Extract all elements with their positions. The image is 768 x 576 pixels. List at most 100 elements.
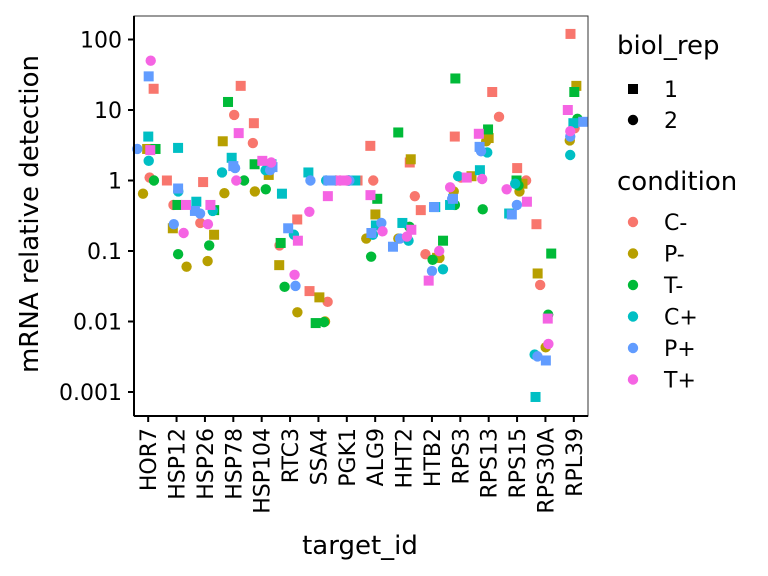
- point-rep1-T--RPS3: [450, 73, 461, 84]
- x-tick-label: HSP26: [194, 428, 219, 500]
- point-rep1-T+-RPS30A: [542, 313, 553, 324]
- point-rep1-T+-HHT2: [406, 224, 417, 235]
- y-tick-label: 100: [80, 29, 122, 54]
- x-tick-label: RPL39: [563, 428, 588, 497]
- point-rep1-T+-HOR7: [145, 145, 156, 156]
- y-axis-title: mRNA relative detection: [15, 55, 45, 373]
- point-rep2-P--RTC3: [292, 307, 303, 318]
- point-rep1-C--HSP78: [235, 80, 246, 91]
- point-rep2-T+-RPL39: [565, 126, 576, 137]
- point-rep1-P+-HSP12: [173, 183, 184, 194]
- x-tick-label: SSA4: [307, 428, 332, 485]
- legend-square-icon: [628, 84, 638, 94]
- point-rep2-T+-RTC3: [289, 269, 300, 280]
- point-rep1-C--RPS13: [487, 87, 498, 98]
- x-tick-label: HTB2: [421, 428, 446, 487]
- point-rep2-P+-HSP78: [229, 162, 241, 174]
- point-rep1-T+-PGK1: [335, 175, 346, 186]
- color-legend-label: C+: [664, 306, 698, 331]
- point-rep1-T--HSP78: [223, 96, 234, 107]
- point-rep1-P+-ALG9: [366, 228, 377, 239]
- legend-color-swatch: [627, 279, 639, 291]
- point-rep1-T--RPL39: [569, 87, 580, 98]
- x-tick-label: RPS3: [449, 428, 474, 485]
- point-rep1-T--HOR7: [150, 143, 161, 154]
- point-rep2-T--HOR7: [148, 175, 160, 186]
- color-legend-label: P-: [664, 243, 685, 268]
- point-rep1-P+-HTB2: [429, 202, 440, 213]
- point-rep2-T+-HSP78: [231, 175, 242, 186]
- point-rep1-C+-RPS13: [474, 165, 485, 176]
- point-rep1-P--ALG9: [370, 209, 381, 220]
- axes: 100 10 1 0.1 0.01 0.001 HOR7 HSP12 HSP26 HSP78 HSP…: [59, 15, 589, 514]
- data-points: [132, 28, 589, 402]
- point-rep1-C--RPS3: [449, 131, 460, 142]
- point-rep2-C--ALG9: [368, 175, 379, 186]
- point-rep1-P+-RTC3: [283, 223, 294, 234]
- point-rep1-P+-RPL39: [578, 116, 589, 127]
- point-rep2-T+-RPS3: [444, 182, 456, 193]
- color-legend-label: P+: [664, 337, 696, 362]
- x-axis-title: target_id: [302, 531, 418, 561]
- point-rep1-T+-SSA4: [322, 191, 333, 202]
- point-rep2-T+-RPS13: [476, 173, 488, 185]
- x-tick-label: ALG9: [364, 428, 389, 486]
- point-rep2-C+-RPS15: [509, 178, 521, 189]
- x-tick-label: HSP104: [251, 428, 276, 514]
- point-rep1-C+-SSA4: [303, 167, 314, 178]
- x-tick-label: RTC3: [279, 428, 304, 483]
- point-rep1-C+-HOR7: [143, 131, 154, 142]
- point-rep1-P+-HHT2: [387, 241, 398, 252]
- color-legend-title: condition: [617, 167, 737, 197]
- point-rep2-C+-HOR7: [143, 155, 154, 167]
- point-rep1-T+-HSP26: [205, 199, 216, 210]
- point-rep2-P+-HTB2: [426, 265, 438, 277]
- point-rep2-C--RPS13: [493, 111, 505, 123]
- point-rep1-T--RPS30A: [546, 248, 557, 259]
- point-rep2-C--HHT2: [409, 190, 421, 202]
- point-rep1-C--ALG9: [365, 140, 376, 151]
- point-rep1-T--ALG9: [372, 193, 383, 204]
- point-rep2-T+-PGK1: [341, 175, 352, 186]
- point-rep2-C--HTB2: [420, 249, 431, 260]
- y-tick-label: 0.01: [73, 311, 122, 336]
- point-rep2-T--HSP12: [172, 249, 184, 260]
- point-rep2-P+-RPS30A: [532, 351, 543, 362]
- x-tick-label: RPS15: [506, 428, 531, 499]
- point-rep2-T+-RPS15: [501, 184, 512, 195]
- point-rep1-C+-RTC3: [276, 188, 287, 199]
- point-rep1-P+-RPS15: [506, 209, 517, 220]
- point-rep1-T+-HSP78: [233, 128, 244, 139]
- y-tick-label: 0.1: [87, 240, 122, 265]
- point-rep1-C+-ALG9: [370, 220, 381, 231]
- point-rep1-T--RTC3: [275, 237, 286, 248]
- point-rep2-P--HSP26: [202, 255, 213, 267]
- point-rep2-T--HSP78: [238, 175, 250, 186]
- point-rep2-C+-HSP78: [216, 167, 228, 178]
- point-rep1-T--HTB2: [438, 235, 449, 246]
- point-rep2-C--HSP78: [228, 109, 240, 121]
- point-rep1-T+-RPS15: [521, 196, 532, 207]
- point-rep1-C+-RPS30A: [530, 391, 541, 402]
- point-rep2-P+-RPS13: [475, 146, 487, 157]
- point-rep2-C+-RPL39: [565, 149, 576, 161]
- point-rep1-C--HSP26: [198, 177, 209, 188]
- y-tick-label: 10: [94, 99, 122, 124]
- point-rep2-T+-HSP26: [202, 218, 214, 230]
- point-rep1-C--HSP104: [248, 118, 259, 129]
- x-tick-label: HSP12: [166, 428, 191, 500]
- legend-color-swatch: [627, 216, 639, 228]
- point-rep2-P+-HSP12: [168, 218, 179, 230]
- point-rep1-T+-HSP104: [257, 155, 268, 166]
- point-rep2-T+-HSP104: [266, 157, 277, 168]
- x-tick-label: RPS30A: [534, 428, 559, 514]
- color-legend-label: T-: [663, 274, 683, 299]
- point-rep1-C--SSA4: [304, 286, 315, 297]
- point-rep1-C+-HSP26: [191, 196, 202, 207]
- point-rep1-C+-PGK1: [350, 175, 361, 186]
- point-rep2-C--SSA4: [322, 296, 333, 308]
- point-rep1-T--HSP12: [172, 199, 183, 210]
- point-rep1-T+-ALG9: [365, 190, 376, 201]
- point-rep2-P+-HSP104: [264, 164, 276, 176]
